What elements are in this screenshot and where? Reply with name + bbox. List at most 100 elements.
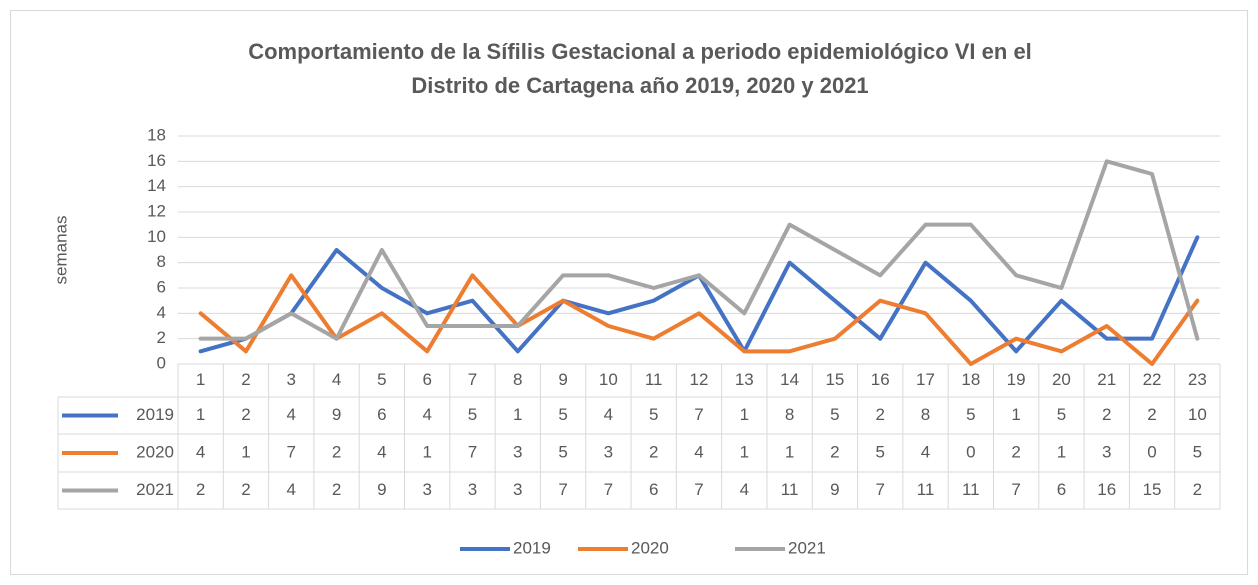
table-cell: 9 (830, 480, 839, 499)
table-cell: 1 (740, 442, 749, 461)
x-tick-label: 22 (1143, 370, 1162, 389)
table-cell: 3 (513, 442, 522, 461)
y-tick-label: 4 (157, 303, 166, 322)
legend-label: 2019 (513, 538, 551, 557)
table-cell: 5 (830, 405, 839, 424)
table-cell: 2 (241, 405, 250, 424)
table-cell: 7 (694, 480, 703, 499)
x-tick-label: 18 (961, 370, 980, 389)
x-tick-label: 5 (377, 370, 386, 389)
table-cell: 6 (1057, 480, 1066, 499)
y-tick-label: 14 (147, 176, 166, 195)
table-cell: 2 (649, 442, 658, 461)
y-tick-label: 8 (157, 252, 166, 271)
table-cell: 3 (422, 480, 431, 499)
y-tick-label: 16 (147, 151, 166, 170)
chart-title: Comportamiento de la Sífilis Gestacional… (248, 39, 1032, 64)
table-cell: 2 (1011, 442, 1020, 461)
table-cell: 16 (1097, 480, 1116, 499)
table-cell: 5 (468, 405, 477, 424)
x-tick-label: 6 (422, 370, 431, 389)
table-cell: 1 (1011, 405, 1020, 424)
table-cell: 6 (377, 405, 386, 424)
table-cell: 5 (1193, 442, 1202, 461)
x-tick-label: 20 (1052, 370, 1071, 389)
y-tick-label: 18 (147, 125, 166, 144)
x-tick-label: 12 (690, 370, 709, 389)
x-tick-label: 14 (780, 370, 799, 389)
table-cell: 0 (1147, 442, 1156, 461)
x-tick-label: 9 (558, 370, 567, 389)
table-cell: 7 (604, 480, 613, 499)
x-tick-label: 10 (599, 370, 618, 389)
table-cell: 11 (781, 480, 799, 499)
table-cell: 1 (1057, 442, 1066, 461)
table-series-name: 2020 (136, 442, 174, 461)
table-cell: 7 (558, 480, 567, 499)
table-cell: 5 (1057, 405, 1066, 424)
table-cell: 2 (875, 405, 884, 424)
table-series-name: 2021 (136, 480, 174, 499)
table-cell: 3 (513, 480, 522, 499)
table-cell: 15 (1143, 480, 1162, 499)
table-cell: 2 (1147, 405, 1156, 424)
table-cell: 2 (1102, 405, 1111, 424)
table-cell: 3 (604, 442, 613, 461)
series-line (198, 273, 1200, 366)
series-line (198, 159, 1200, 341)
table-cell: 8 (785, 405, 794, 424)
y-tick-label: 0 (157, 353, 166, 372)
table-cell: 1 (196, 405, 205, 424)
table-cell: 1 (241, 442, 250, 461)
table-cell: 11 (962, 480, 980, 499)
table-cell: 7 (875, 480, 884, 499)
x-tick-label: 13 (735, 370, 754, 389)
x-tick-label: 7 (468, 370, 477, 389)
legend-label: 2020 (631, 538, 669, 557)
x-tick-label: 21 (1097, 370, 1116, 389)
x-tick-label: 16 (871, 370, 890, 389)
y-tick-label: 12 (147, 201, 166, 220)
y-tick-label: 2 (157, 328, 166, 347)
table-cell: 2 (196, 480, 205, 499)
legend-label: 2021 (788, 538, 826, 557)
table-cell: 10 (1188, 405, 1207, 424)
table-cell: 2 (332, 442, 341, 461)
table-cell: 1 (513, 405, 522, 424)
table-cell: 4 (422, 405, 431, 424)
table-cell: 7 (1011, 480, 1020, 499)
table-cell: 4 (921, 442, 930, 461)
table-series-name: 2019 (136, 405, 174, 424)
chart-title: Distrito de Cartagena año 2019, 2020 y 2… (411, 73, 868, 98)
table-cell: 8 (921, 405, 930, 424)
table-cell: 2 (241, 480, 250, 499)
table-cell: 4 (196, 442, 205, 461)
table-cell: 7 (287, 442, 296, 461)
table-cell: 2 (332, 480, 341, 499)
table-cell: 4 (604, 405, 613, 424)
x-tick-label: 1 (196, 370, 205, 389)
table-cell: 9 (377, 480, 386, 499)
x-tick-label: 8 (513, 370, 522, 389)
table-cell: 5 (966, 405, 975, 424)
table-cell: 4 (740, 480, 749, 499)
table-cell: 4 (287, 480, 296, 499)
table-cell: 1 (422, 442, 431, 461)
table-cell: 2 (830, 442, 839, 461)
table-cell: 3 (1102, 442, 1111, 461)
table-cell: 5 (649, 405, 658, 424)
table-cell: 9 (332, 405, 341, 424)
table-cell: 4 (694, 442, 703, 461)
table-cell: 6 (649, 480, 658, 499)
chart-border (10, 10, 1248, 575)
x-tick-label: 11 (645, 370, 663, 389)
x-tick-label: 15 (825, 370, 844, 389)
x-tick-label: 17 (916, 370, 935, 389)
table-cell: 4 (377, 442, 386, 461)
table-cell: 5 (558, 405, 567, 424)
table-cell: 4 (287, 405, 296, 424)
table-cell: 7 (694, 405, 703, 424)
x-tick-label: 19 (1007, 370, 1026, 389)
